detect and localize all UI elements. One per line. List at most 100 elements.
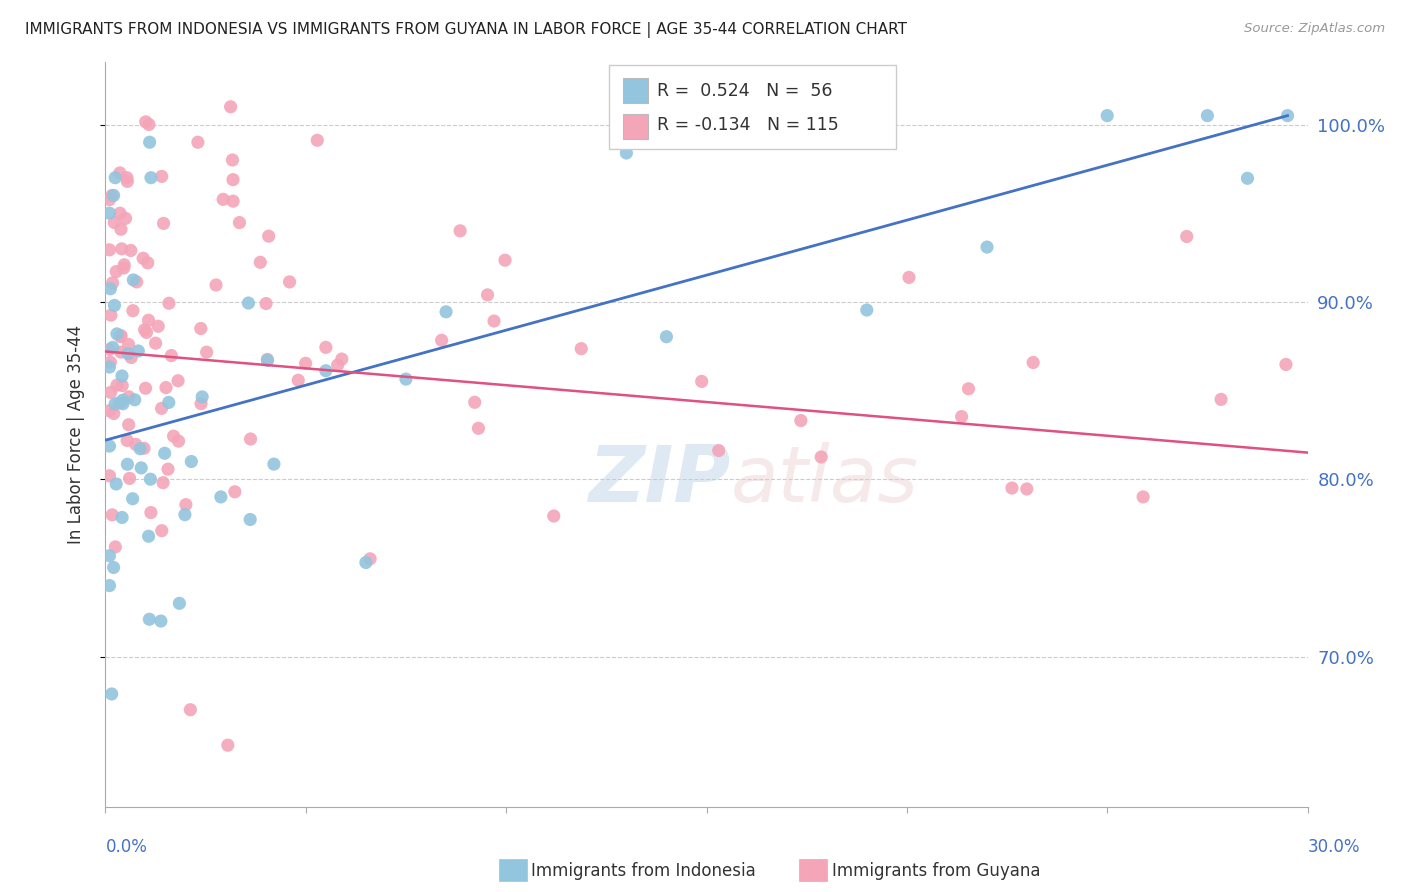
Point [467, 421, 489, 435]
Point [98, 359, 121, 374]
Point [98, 578, 121, 592]
Point [100, 282, 122, 296]
Point [157, 296, 180, 310]
Point [105, 477, 128, 491]
Point [222, 172, 245, 186]
Point [238, 296, 260, 310]
Point [101, 276, 124, 290]
Point [359, 551, 381, 566]
Text: 0.0%: 0.0% [105, 838, 148, 856]
Point [219, 100, 242, 114]
Point [100, 385, 122, 400]
Point [111, 397, 134, 411]
Point [101, 340, 124, 354]
Text: 30.0%: 30.0% [1308, 838, 1360, 856]
Point [104, 170, 127, 185]
Point [239, 512, 262, 526]
Point [191, 390, 214, 404]
Point [957, 382, 980, 396]
Point [434, 305, 457, 319]
Point [118, 471, 141, 485]
Point [100, 308, 122, 322]
Point [790, 413, 813, 427]
Point [810, 450, 832, 464]
Point [138, 135, 160, 149]
Point [138, 118, 160, 132]
Point [98, 403, 121, 417]
Point [307, 133, 329, 147]
Point [228, 216, 250, 230]
Point [690, 375, 713, 389]
Point [138, 612, 160, 626]
Point [134, 323, 156, 337]
Text: R = -0.134   N = 115: R = -0.134 N = 115 [657, 116, 838, 134]
Point [294, 356, 316, 370]
Point [139, 170, 162, 185]
Point [108, 395, 131, 409]
Point [249, 255, 271, 269]
Point [190, 397, 212, 411]
Point [1022, 355, 1045, 369]
Point [98, 206, 121, 220]
Point [111, 378, 134, 392]
Point [1097, 109, 1119, 123]
Point [354, 556, 377, 570]
Point [162, 429, 184, 443]
Point [190, 321, 212, 335]
Point [98, 468, 121, 483]
Point [101, 188, 124, 202]
Point [221, 153, 243, 167]
Point [103, 188, 125, 202]
Point [315, 364, 337, 378]
Text: ZIP: ZIP [588, 442, 731, 517]
Point [174, 508, 197, 522]
Point [112, 258, 135, 272]
Point [111, 368, 134, 383]
Text: Immigrants from Guyana: Immigrants from Guyana [832, 862, 1040, 880]
Point [254, 296, 277, 310]
Point [855, 303, 877, 318]
Point [135, 381, 157, 395]
Point [132, 442, 155, 456]
Point [145, 336, 167, 351]
Point [263, 457, 285, 471]
Text: R =  0.524   N =  56: R = 0.524 N = 56 [657, 82, 832, 100]
Point [111, 393, 134, 408]
Point [169, 596, 191, 610]
Point [122, 273, 145, 287]
Point [98, 439, 121, 453]
Point [326, 358, 349, 372]
Point [167, 374, 190, 388]
Point [108, 206, 131, 220]
Point [135, 326, 157, 340]
Point [108, 166, 131, 180]
Point [138, 313, 160, 327]
Point [101, 508, 124, 522]
Point [120, 244, 142, 258]
Y-axis label: In Labor Force | Age 35-44: In Labor Force | Age 35-44 [66, 326, 84, 544]
Point [121, 491, 143, 506]
Point [156, 462, 179, 476]
Text: Immigrants from Indonesia: Immigrants from Indonesia [531, 862, 756, 880]
Point [482, 314, 505, 328]
Point [103, 560, 125, 574]
Point [180, 454, 202, 468]
Point [494, 253, 516, 268]
Point [112, 260, 135, 275]
Point [330, 352, 353, 367]
Point [125, 437, 148, 451]
Point [139, 472, 162, 486]
Point [616, 146, 638, 161]
Point [103, 215, 125, 229]
Point [124, 392, 146, 407]
Point [707, 443, 730, 458]
Point [256, 353, 278, 368]
Point [976, 240, 998, 254]
Point [105, 378, 128, 392]
Point [187, 135, 209, 149]
Point [98, 343, 121, 357]
Point [1175, 229, 1198, 244]
Text: IMMIGRANTS FROM INDONESIA VS IMMIGRANTS FROM GUYANA IN LABOR FORCE | AGE 35-44 C: IMMIGRANTS FROM INDONESIA VS IMMIGRANTS … [25, 22, 907, 38]
Point [115, 170, 138, 185]
Point [105, 326, 128, 341]
